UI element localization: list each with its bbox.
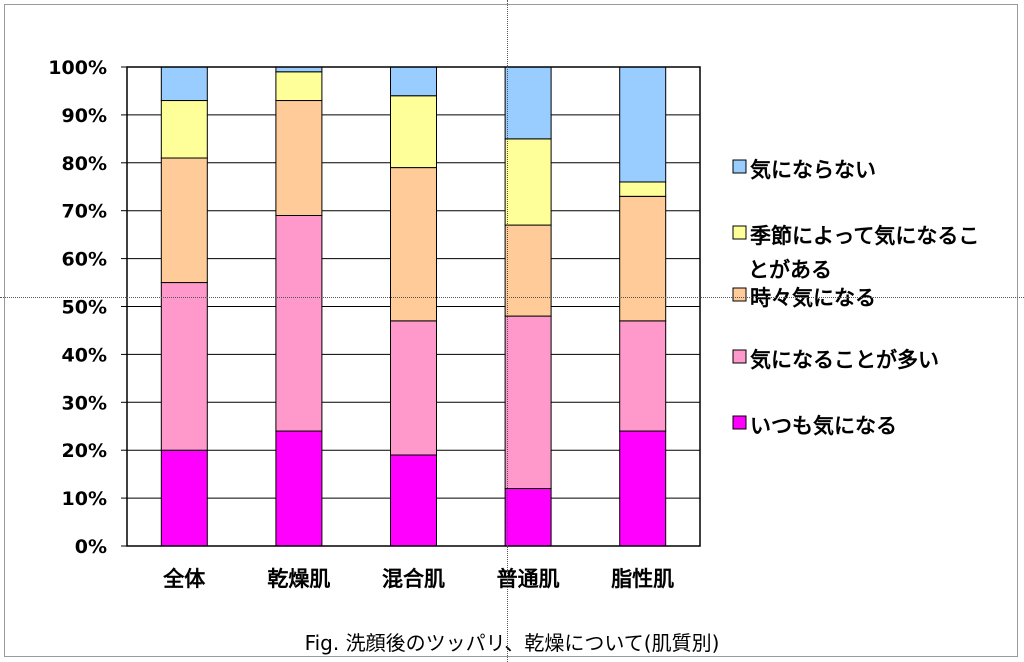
bar-segment: [160, 282, 208, 451]
bar-segment: [504, 66, 552, 140]
bar-segment: [504, 315, 552, 490]
bar-segment: [619, 181, 667, 197]
legend-entry: 気になることが多い: [732, 348, 939, 372]
bar-segment: [390, 320, 437, 456]
legend-label: いつも気になる: [750, 414, 897, 438]
x-tick-label: 全体: [162, 567, 206, 591]
y-tick-label: 30%: [62, 392, 107, 414]
bar-segment: [504, 224, 552, 317]
plot-border: [126, 66, 701, 547]
bar-segment: [619, 430, 667, 547]
bar-segment: [619, 66, 667, 183]
legend-entry: 気にならない: [732, 158, 876, 182]
bar-segment: [390, 167, 437, 322]
y-tick-label: 20%: [62, 440, 107, 462]
bar-segment: [275, 430, 323, 547]
x-tick-label: 脂性肌: [611, 567, 674, 591]
bar-segment: [160, 100, 208, 159]
y-tick-label: 60%: [62, 249, 107, 271]
y-tick-label: 0%: [75, 536, 107, 558]
bar-segment: [390, 95, 437, 169]
bar-segment: [504, 138, 552, 226]
y-tick-label: 50%: [62, 297, 107, 319]
bar-segment: [275, 100, 323, 216]
bar-segment: [504, 488, 552, 547]
bar-segment: [275, 214, 323, 432]
bar-segment: [160, 66, 208, 102]
legend-swatch: [732, 225, 747, 240]
bar-segment: [275, 71, 323, 102]
legend-label: 時々気になる: [750, 286, 876, 310]
legend-swatch: [732, 159, 747, 174]
bar-segment: [160, 157, 208, 284]
guide-line-horizontal: [0, 297, 1024, 298]
y-tick-label: 80%: [62, 153, 107, 175]
bar-segment: [160, 449, 208, 547]
legend-entry: いつも気になる: [732, 414, 897, 438]
legend-entry: 時々気になる: [732, 286, 876, 310]
bar-segment: [619, 320, 667, 432]
legend-label: とがある: [748, 258, 832, 282]
legend-label: 気にならない: [750, 158, 876, 182]
legend-label: 季節によって気になるこ: [750, 224, 979, 248]
guide-line-vertical: [507, 0, 508, 662]
chart-caption: Fig. 洗顔後のツッパリ、乾燥について(肌質別): [304, 631, 720, 655]
x-tick-label: 乾燥肌: [267, 567, 330, 591]
bar-segment: [390, 66, 437, 97]
y-tick-label: 100%: [48, 57, 107, 79]
y-tick-label: 10%: [62, 488, 107, 510]
y-tick-label: 70%: [62, 201, 107, 223]
legend-label: 気になることが多い: [750, 348, 939, 372]
bar-segment: [619, 195, 667, 322]
x-tick-label: 混合肌: [382, 567, 445, 591]
legend-swatch: [732, 287, 747, 302]
legend-swatch: [732, 415, 747, 430]
y-tick-label: 40%: [62, 344, 107, 366]
chart-frame: [4, 4, 1018, 657]
bar-segment: [390, 454, 437, 547]
legend-swatch: [732, 349, 747, 364]
y-tick-label: 90%: [62, 105, 107, 127]
